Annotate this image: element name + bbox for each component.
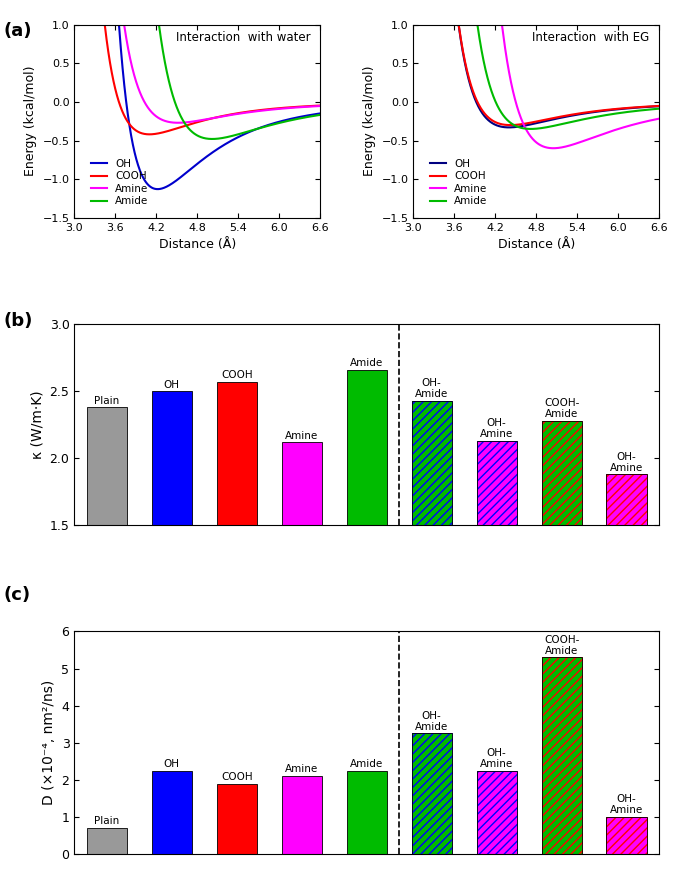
Bar — [541, 420, 582, 525]
Bar — [412, 734, 452, 854]
X-axis label: Distance (Å): Distance (Å) — [159, 238, 236, 251]
Bar — [87, 828, 127, 854]
Text: Amine: Amine — [285, 431, 318, 441]
Bar — [477, 441, 517, 525]
Text: Plain: Plain — [94, 396, 120, 406]
Bar — [412, 734, 452, 854]
Bar — [606, 474, 647, 525]
Bar — [541, 658, 582, 854]
Legend: OH, COOH, Amine, Amide: OH, COOH, Amine, Amide — [426, 154, 491, 211]
Text: (a): (a) — [3, 22, 32, 40]
Bar — [87, 407, 127, 525]
Text: OH-
Amine: OH- Amine — [610, 452, 644, 473]
Bar — [477, 771, 517, 854]
Bar — [151, 391, 192, 525]
Text: OH-
Amide: OH- Amide — [415, 711, 448, 732]
Text: (b): (b) — [3, 312, 32, 329]
Bar — [477, 771, 517, 854]
Text: COOH-
Amide: COOH- Amide — [544, 398, 579, 419]
Text: OH-
Amine: OH- Amine — [610, 794, 644, 815]
Bar — [541, 420, 582, 525]
Text: Plain: Plain — [94, 816, 120, 827]
Bar — [541, 658, 582, 854]
Y-axis label: Energy (kcal/mol): Energy (kcal/mol) — [24, 66, 37, 176]
Bar — [606, 817, 647, 854]
Text: Amide: Amide — [350, 758, 383, 769]
Bar — [606, 817, 647, 854]
Bar — [347, 370, 387, 525]
Text: (c): (c) — [3, 586, 30, 604]
Text: Interaction  with EG: Interaction with EG — [532, 31, 649, 43]
Text: OH-
Amine: OH- Amine — [480, 748, 513, 769]
Bar — [216, 783, 257, 854]
Bar — [216, 381, 257, 525]
Bar — [541, 658, 582, 854]
Bar — [412, 401, 452, 525]
Text: Interaction  with water: Interaction with water — [176, 31, 310, 43]
Bar — [282, 776, 322, 854]
Y-axis label: Energy (kcal/mol): Energy (kcal/mol) — [363, 66, 376, 176]
Bar — [606, 817, 647, 854]
Bar — [606, 474, 647, 525]
Text: OH-
Amine: OH- Amine — [480, 419, 513, 439]
Bar — [606, 474, 647, 525]
X-axis label: Distance (Å): Distance (Å) — [498, 238, 575, 251]
Bar — [282, 442, 322, 525]
Bar — [477, 771, 517, 854]
Text: Amide: Amide — [350, 358, 383, 368]
Bar — [477, 441, 517, 525]
Text: OH: OH — [164, 758, 180, 769]
Bar — [412, 401, 452, 525]
Text: COOH: COOH — [221, 371, 253, 381]
Bar — [347, 771, 387, 854]
Text: COOH: COOH — [221, 772, 253, 781]
Text: OH: OH — [164, 380, 180, 390]
Y-axis label: D (×10⁻⁴, nm²/ns): D (×10⁻⁴, nm²/ns) — [42, 680, 56, 805]
Text: OH-
Amide: OH- Amide — [415, 379, 448, 399]
Bar — [541, 420, 582, 525]
Bar — [151, 771, 192, 854]
Legend: OH, COOH, Amine, Amide: OH, COOH, Amine, Amide — [87, 154, 153, 211]
Y-axis label: κ (W/m·K): κ (W/m·K) — [30, 390, 44, 459]
Bar — [412, 734, 452, 854]
Text: Amine: Amine — [285, 765, 318, 774]
Bar — [412, 401, 452, 525]
Bar — [477, 441, 517, 525]
Text: COOH-
Amide: COOH- Amide — [544, 635, 579, 656]
